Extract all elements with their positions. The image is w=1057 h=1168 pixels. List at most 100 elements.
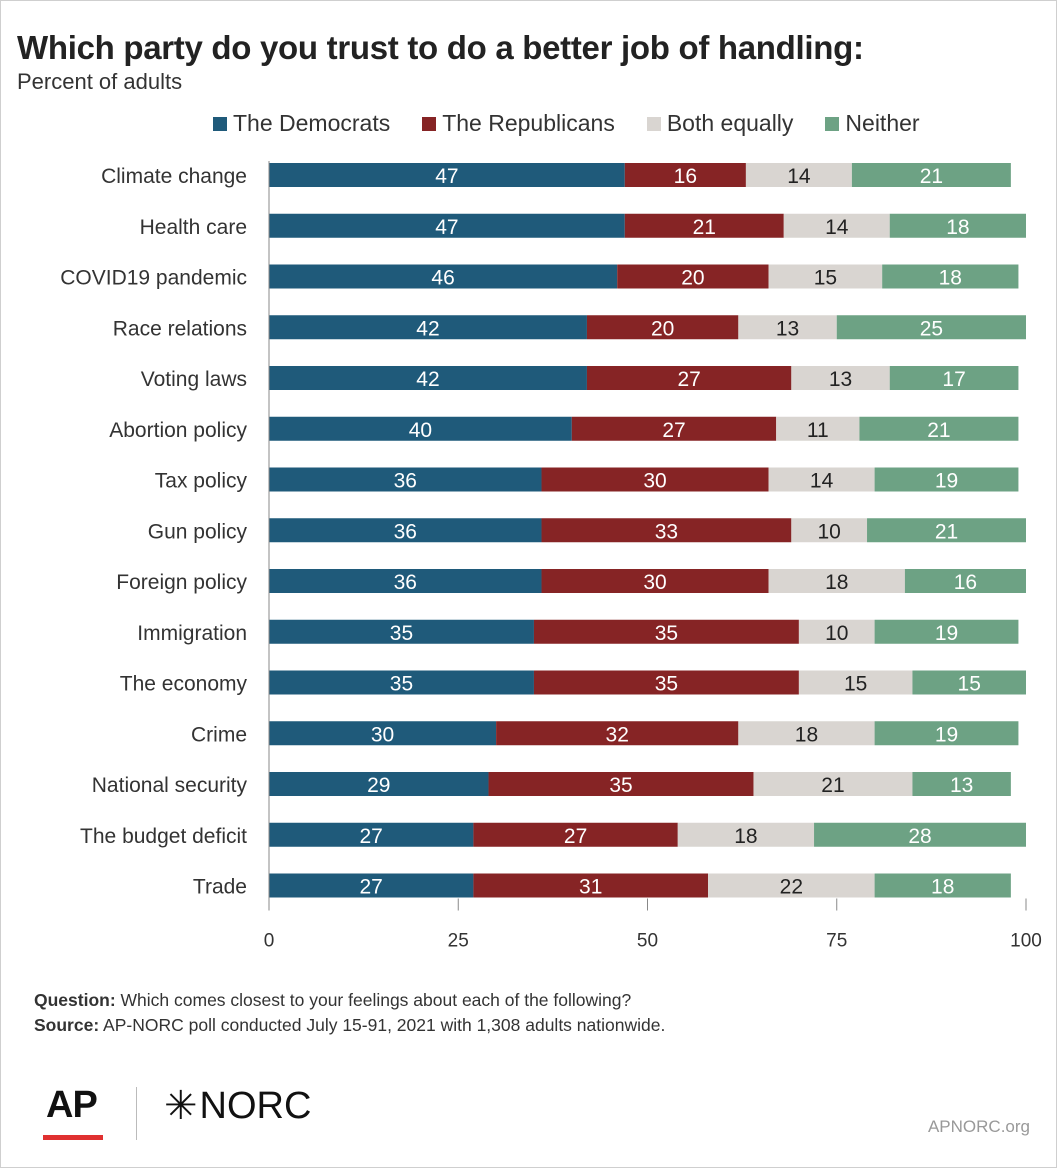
legend-item-neither: Neither	[825, 110, 920, 137]
bar-the-republicans-trade	[473, 873, 709, 898]
data-label-neither-voting-laws: 17	[942, 368, 965, 391]
category-label-the-economy: The economy	[120, 673, 248, 696]
data-label-both-equally-foreign-policy: 18	[825, 571, 848, 594]
data-label-both-equally-voting-laws: 13	[829, 368, 852, 391]
bar-neither-tax-policy	[874, 467, 1019, 492]
bar-the-republicans-immigration	[533, 619, 799, 644]
bar-the-republicans-the-budget-deficit	[473, 822, 678, 847]
chart-legend: The Democrats The Republicans Both equal…	[213, 110, 920, 137]
legend-item-republicans: The Republicans	[422, 110, 615, 137]
data-label-both-equally-crime: 18	[795, 723, 818, 746]
category-label-tax-policy: Tax policy	[155, 470, 248, 493]
data-label-neither-the-economy: 15	[958, 673, 981, 696]
x-tick-label-100: 100	[1010, 931, 1042, 952]
bar-the-republicans-the-economy	[533, 670, 799, 695]
data-label-the-republicans-immigration: 35	[655, 622, 678, 645]
category-label-health-care: Health care	[140, 216, 247, 239]
bar-both-equally-race-relations	[738, 315, 837, 340]
bar-the-democrats-the-economy	[269, 670, 534, 695]
data-label-both-equally-tax-policy: 14	[810, 470, 834, 493]
question-text: Which comes closest to your feelings abo…	[115, 990, 632, 1010]
legend-swatch-democrats	[213, 116, 227, 131]
data-label-both-equally-covid19-pandemic: 15	[814, 267, 837, 290]
category-label-immigration: Immigration	[137, 622, 247, 645]
bar-both-equally-tax-policy	[768, 467, 875, 492]
bar-the-republicans-voting-laws	[586, 366, 792, 390]
data-label-both-equally-immigration: 10	[825, 622, 848, 645]
bar-the-democrats-immigration	[269, 619, 534, 644]
bar-the-democrats-abortion-policy	[269, 416, 572, 441]
data-label-the-republicans-foreign-policy: 30	[643, 571, 666, 594]
bar-the-democrats-crime	[269, 721, 497, 746]
category-label-voting-laws: Voting laws	[141, 368, 247, 391]
bar-both-equally-crime	[738, 721, 875, 746]
legend-label-republicans: The Republicans	[442, 110, 615, 136]
bar-both-equally-voting-laws	[791, 366, 890, 390]
x-tick-label-25: 25	[448, 931, 469, 952]
legend-swatch-republicans	[422, 116, 437, 131]
data-label-the-democrats-trade: 27	[360, 876, 383, 899]
legend-item-democrats: The Democrats	[213, 110, 390, 137]
bar-neither-race-relations	[836, 315, 1026, 340]
data-label-neither-climate-change: 21	[920, 165, 943, 188]
data-label-the-democrats-abortion-policy: 40	[409, 419, 432, 442]
data-label-both-equally-abortion-policy: 11	[807, 419, 829, 442]
bar-the-democrats-foreign-policy	[269, 569, 542, 593]
bar-the-democrats-the-budget-deficit	[269, 822, 474, 847]
bar-neither-the-budget-deficit	[814, 822, 1026, 847]
bar-neither-foreign-policy	[904, 569, 1026, 593]
stacked-bar-chart: Climate change 47 16 14 21 Health care 47 21 14 1…	[60, 161, 1042, 952]
bar-the-republicans-covid19-pandemic	[617, 264, 769, 289]
category-label-the-budget-deficit: The budget deficit	[80, 825, 247, 848]
data-label-the-democrats-gun-policy: 36	[394, 520, 417, 543]
data-label-neither-race-relations: 25	[920, 317, 943, 340]
site-url: APNORC.org	[927, 1117, 1030, 1136]
bar-the-republicans-national-security	[488, 772, 754, 796]
bar-both-equally-abortion-policy	[776, 416, 860, 441]
data-label-the-republicans-tax-policy: 30	[643, 470, 666, 493]
data-label-the-democrats-foreign-policy: 36	[394, 571, 417, 594]
bar-the-democrats-gun-policy	[269, 518, 542, 543]
data-label-neither-the-budget-deficit: 28	[908, 825, 931, 848]
bar-the-democrats-covid19-pandemic	[269, 264, 618, 289]
category-label-crime: Crime	[191, 723, 247, 746]
data-label-the-democrats-immigration: 35	[390, 622, 413, 645]
bar-both-equally-gun-policy	[791, 518, 868, 543]
bar-both-equally-covid19-pandemic	[768, 264, 883, 289]
data-label-the-republicans-covid19-pandemic: 20	[681, 267, 704, 290]
data-label-the-democrats-covid19-pandemic: 46	[431, 267, 454, 290]
bar-both-equally-health-care	[783, 213, 890, 238]
data-label-both-equally-the-economy: 15	[844, 673, 867, 696]
x-tick-label-75: 75	[826, 931, 847, 952]
question-label: Question:	[34, 990, 116, 1010]
bar-both-equally-national-security	[753, 772, 913, 796]
bar-neither-covid19-pandemic	[882, 264, 1019, 289]
bar-neither-immigration	[874, 619, 1019, 644]
data-label-the-republicans-voting-laws: 27	[677, 368, 700, 391]
bar-the-republicans-tax-policy	[541, 467, 769, 492]
x-tick-label-50: 50	[637, 931, 658, 952]
category-label-national-security: National security	[92, 774, 248, 797]
data-label-neither-covid19-pandemic: 18	[939, 267, 962, 290]
bar-both-equally-the-budget-deficit	[677, 822, 815, 847]
bar-the-democrats-national-security	[269, 772, 489, 796]
bar-the-republicans-climate-change	[624, 163, 746, 187]
bar-neither-trade	[874, 873, 1011, 898]
data-label-the-republicans-the-economy: 35	[655, 673, 678, 696]
data-label-both-equally-climate-change: 14	[787, 165, 811, 188]
bar-the-republicans-abortion-policy	[571, 416, 777, 441]
data-label-neither-tax-policy: 19	[935, 470, 958, 493]
data-label-the-democrats-tax-policy: 36	[394, 470, 417, 493]
legend-label-neither: Neither	[845, 110, 920, 136]
data-label-neither-immigration: 19	[935, 622, 958, 645]
category-label-covid19-pandemic: COVID19 pandemic	[60, 267, 247, 290]
bar-the-democrats-trade	[269, 873, 474, 898]
bar-the-republicans-foreign-policy	[541, 569, 769, 593]
data-label-the-democrats-health-care: 47	[435, 216, 458, 239]
data-label-the-republicans-gun-policy: 33	[655, 520, 678, 543]
legend-label-democrats: The Democrats	[233, 110, 391, 136]
ap-logo: AP	[46, 1084, 98, 1126]
bar-the-republicans-crime	[496, 721, 739, 746]
bar-neither-voting-laws	[889, 366, 1019, 390]
bar-the-democrats-tax-policy	[269, 467, 542, 492]
